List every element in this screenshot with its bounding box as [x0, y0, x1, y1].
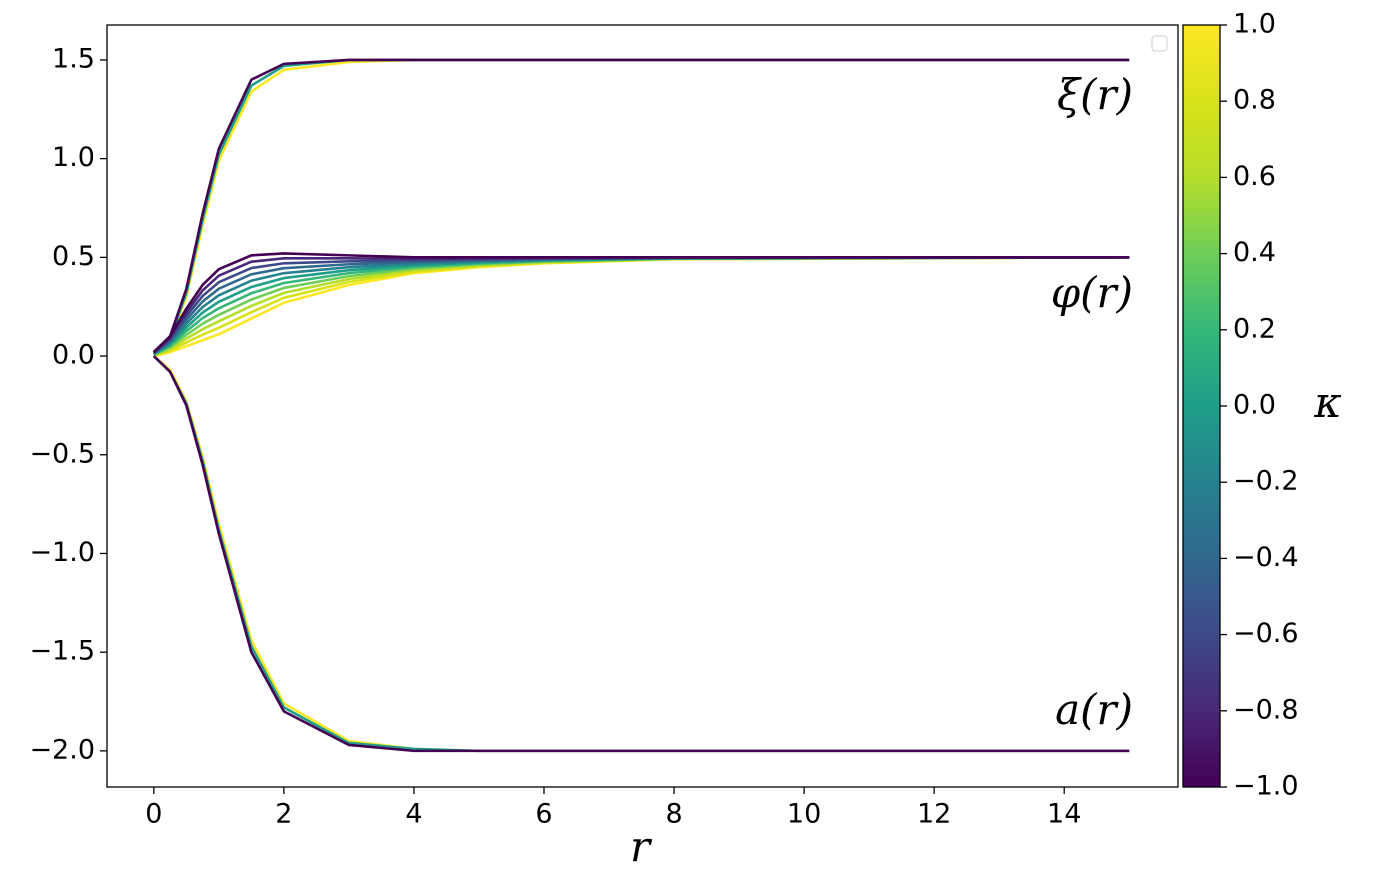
x-axis-label: r: [630, 822, 653, 871]
x-tick-label: 4: [405, 799, 422, 830]
y-tick-label: 1.0: [52, 142, 95, 173]
series-line: [152, 252, 1130, 354]
plot-area: [152, 58, 1130, 753]
series-line: [152, 355, 1130, 753]
y-tick-label: −1.5: [29, 636, 95, 667]
series-line: [152, 58, 1130, 356]
colorbar-tick-label: −0.6: [1233, 618, 1299, 649]
colorbar-tick-label: 0.0: [1233, 390, 1276, 421]
colorbar-tick-label: −0.4: [1233, 542, 1299, 573]
legend-box: [1151, 35, 1168, 52]
x-tick-label: 10: [787, 799, 821, 830]
series-line: [153, 256, 1130, 355]
colorbar-tick-label: 0.2: [1233, 313, 1276, 344]
series-line: [152, 355, 1130, 753]
colorbar-tick-label: 0.6: [1233, 161, 1276, 192]
colorbar-label: κ: [1313, 378, 1342, 427]
colorbar-tick-label: 0.8: [1233, 85, 1276, 116]
annotation: φ(r): [1051, 268, 1133, 317]
annotation: ξ(r): [1057, 70, 1133, 119]
x-tick-label: 14: [1047, 799, 1081, 830]
y-tick-label: 1.5: [52, 43, 95, 74]
y-tick-label: −0.5: [29, 438, 95, 469]
x-tick-label: 0: [145, 799, 162, 830]
x-tick-label: 12: [917, 799, 951, 830]
series-line: [152, 58, 1130, 357]
x-tick-label: 2: [275, 799, 292, 830]
plot-frame: [106, 24, 1179, 788]
colorbar-tick-label: 1.0: [1233, 9, 1276, 40]
x-tick-label: 6: [535, 799, 552, 830]
series-line: [152, 355, 1130, 753]
y-tick-label: −1.0: [29, 537, 95, 568]
annotation: a(r): [1055, 685, 1133, 734]
colorbar-tick-label: −0.8: [1233, 694, 1299, 725]
colorbar-tick-label: −1.0: [1233, 771, 1299, 802]
series-line: [152, 58, 1130, 354]
y-tick-label: 0.0: [52, 340, 95, 371]
colorbar-tick-label: 0.4: [1233, 237, 1276, 268]
x-tick-label: 8: [665, 799, 682, 830]
colorbar: [1182, 24, 1221, 788]
y-tick-label: 0.5: [52, 241, 95, 272]
colorbar-tick-label: −0.2: [1233, 466, 1299, 497]
y-tick-label: −2.0: [29, 734, 95, 765]
